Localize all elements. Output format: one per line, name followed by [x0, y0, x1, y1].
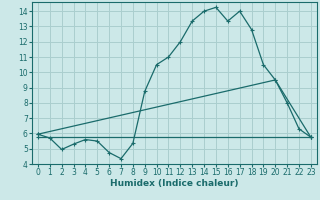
X-axis label: Humidex (Indice chaleur): Humidex (Indice chaleur) [110, 179, 239, 188]
